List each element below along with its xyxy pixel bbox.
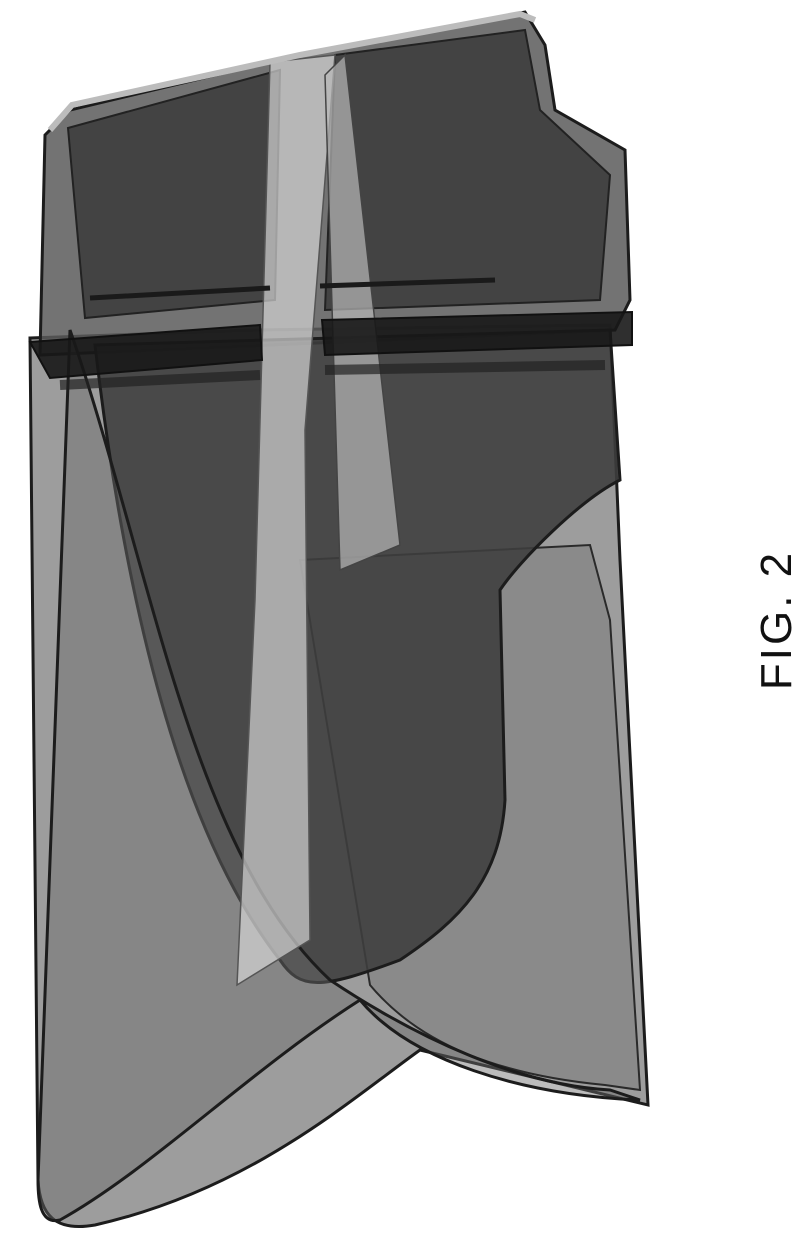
- figure-label: FIG. 2: [752, 550, 802, 690]
